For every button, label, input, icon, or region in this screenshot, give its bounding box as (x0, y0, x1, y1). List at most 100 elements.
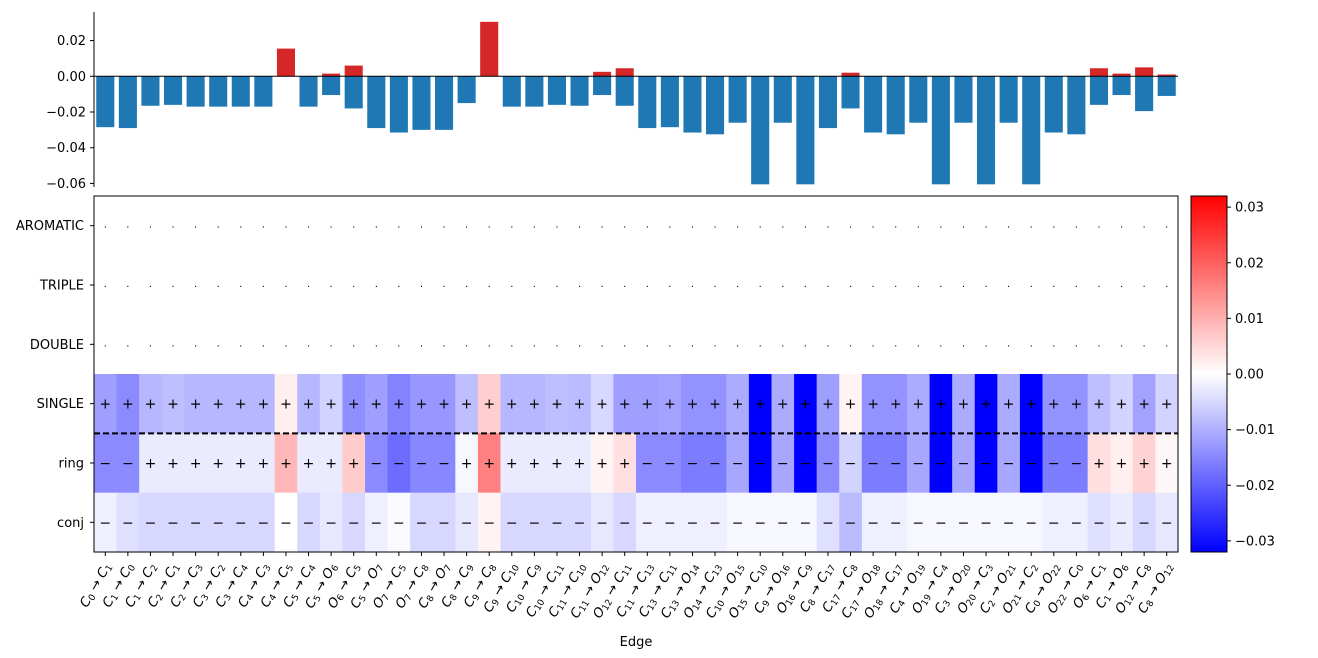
heatmap-cell (907, 433, 931, 494)
heatmap-cell (184, 196, 208, 256)
heatmap-annotation: + (1116, 456, 1128, 472)
bar-y-tick-label: 0.00 (57, 70, 86, 85)
heatmap-cell (839, 492, 863, 553)
heatmap-annotation: + (1161, 397, 1173, 413)
heatmap-annotation: . (397, 220, 400, 231)
heatmap-annotation: − (890, 456, 902, 472)
heatmap-annotation: − (1003, 515, 1015, 531)
colorbar-tick-label: −0.03 (1235, 534, 1275, 549)
heatmap-cell (410, 374, 434, 434)
heatmap-annotation: − (958, 515, 970, 531)
heatmap-annotation: + (190, 456, 202, 472)
bar-y-tick-label: 0.02 (57, 34, 86, 49)
heatmap-annotation: . (1052, 279, 1055, 290)
heatmap-cell (500, 374, 524, 434)
heatmap-cell (342, 255, 366, 316)
heatmap-annotation: . (804, 338, 807, 349)
heatmap-annotation: . (1097, 338, 1100, 349)
heatmap-annotation: . (759, 279, 762, 290)
heatmap-annotation: . (533, 338, 536, 349)
heatmap-cell (884, 314, 908, 375)
heatmap-cell (410, 433, 434, 494)
heatmap-cell (771, 374, 795, 434)
heatmap-cell (206, 374, 231, 434)
heatmap-annotation: − (167, 515, 179, 531)
heatmap-cell (1065, 255, 1089, 316)
heatmap-cell (455, 314, 479, 375)
heatmap-cell (952, 492, 976, 553)
heatmap-annotation: + (529, 397, 541, 413)
heatmap-cell (161, 196, 185, 256)
bar-positive (593, 71, 612, 77)
heatmap-annotation: . (668, 338, 671, 349)
bar-positive (1112, 73, 1131, 77)
heatmap-cell (703, 196, 727, 256)
heatmap-cell (365, 196, 389, 256)
heatmap-annotation: + (303, 397, 315, 413)
heatmap-annotation: − (1003, 456, 1015, 472)
heatmap-cell (1065, 314, 1089, 375)
heatmap-cell (116, 255, 140, 316)
heatmap-cell (387, 433, 411, 494)
heatmap-annotation: + (258, 456, 270, 472)
edge-label: C17 → C8 (820, 560, 861, 616)
heatmap-annotation: − (687, 515, 699, 531)
heatmap-cell (274, 492, 298, 553)
heatmap-annotation: . (984, 338, 987, 349)
heatmap-annotation: + (280, 397, 292, 413)
heatmap-cell (455, 255, 479, 316)
heatmap-cell (658, 314, 682, 375)
bar-negative (389, 76, 408, 133)
bar-negative (435, 76, 454, 130)
bar-negative (525, 76, 544, 107)
heatmap-cell (1132, 196, 1157, 256)
heatmap-cell (974, 255, 998, 316)
heatmap-cell (410, 196, 434, 256)
heatmap-cell (342, 492, 366, 553)
heatmap-cell (861, 314, 886, 375)
heatmap-cell (432, 492, 456, 553)
heatmap-cell (252, 374, 276, 434)
heatmap-annotation: . (217, 279, 220, 290)
heatmap-row-label: SINGLE (37, 397, 84, 412)
heatmap-cell (116, 374, 140, 434)
heatmap-cell (1110, 196, 1134, 256)
heatmap-annotation: . (533, 220, 536, 231)
heatmap-annotation: . (488, 220, 491, 231)
heatmap-cell (500, 433, 524, 494)
heatmap-cell (748, 492, 773, 553)
heatmap-annotation: + (1093, 456, 1105, 472)
bar-negative (1022, 76, 1041, 185)
heatmap-annotation: . (510, 279, 513, 290)
heatmap-annotation: + (1093, 397, 1105, 413)
heatmap-annotation: − (1116, 515, 1128, 531)
colorbar: 0.03 0.02 0.01 0.00 −0.01 −0.02 −0.03 (1190, 195, 1275, 553)
heatmap-annotation: − (732, 456, 744, 472)
heatmap-cell (139, 196, 163, 256)
heatmap-cell (206, 492, 231, 553)
heatmap-cell (884, 374, 908, 434)
heatmap-annotation: . (849, 220, 852, 231)
heatmap-annotation: . (465, 338, 468, 349)
heatmap-annotation: . (804, 220, 807, 231)
heatmap-annotation: . (239, 338, 242, 349)
heatmap-cell (477, 433, 502, 494)
heatmap-cell (590, 196, 615, 256)
heatmap-annotation: . (601, 279, 604, 290)
heatmap-row-label: DOUBLE (30, 338, 84, 353)
heatmap-annotation: + (935, 397, 947, 413)
heatmap-annotation: + (212, 397, 224, 413)
heatmap-annotation: . (262, 279, 265, 290)
heatmap-annotation: − (754, 515, 766, 531)
heatmap-annotation: − (709, 515, 721, 531)
heatmap-annotation: + (641, 397, 653, 413)
heatmap-annotation: . (555, 220, 558, 231)
heatmap-annotation: . (872, 279, 875, 290)
heatmap-annotation: . (623, 220, 626, 231)
heatmap-cell (748, 255, 773, 316)
heatmap-cell (319, 196, 344, 256)
heatmap-cell (229, 314, 253, 375)
heatmap-annotation: . (1097, 220, 1100, 231)
bar-y-tick-label: −0.04 (46, 141, 86, 156)
heatmap-annotation: . (1120, 220, 1123, 231)
